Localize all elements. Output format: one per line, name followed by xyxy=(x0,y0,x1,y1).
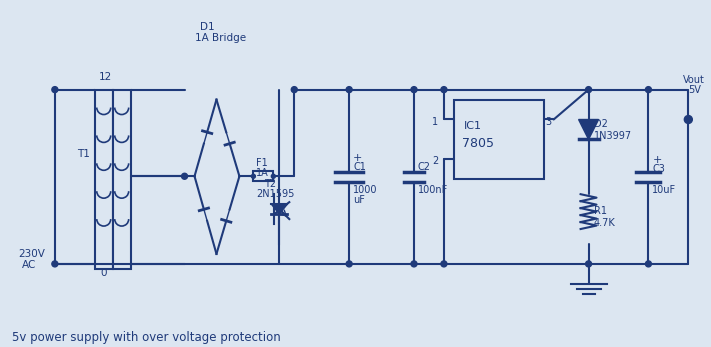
Text: 5V: 5V xyxy=(688,85,701,95)
Polygon shape xyxy=(579,119,599,139)
Circle shape xyxy=(411,87,417,93)
Circle shape xyxy=(586,87,592,93)
Circle shape xyxy=(646,87,651,93)
Circle shape xyxy=(346,261,352,267)
Bar xyxy=(95,90,113,269)
Circle shape xyxy=(441,87,447,93)
Circle shape xyxy=(181,173,188,179)
Polygon shape xyxy=(204,132,207,144)
Text: +: + xyxy=(353,153,363,163)
Circle shape xyxy=(684,116,693,124)
Circle shape xyxy=(292,87,297,93)
Polygon shape xyxy=(272,204,287,214)
Text: D1: D1 xyxy=(200,22,214,32)
Text: 230V: 230V xyxy=(18,249,45,259)
Text: F1: F1 xyxy=(257,158,268,168)
Text: 12: 12 xyxy=(99,72,112,82)
Circle shape xyxy=(441,261,447,267)
Text: 1N3997: 1N3997 xyxy=(594,132,631,142)
Circle shape xyxy=(411,261,417,267)
Text: C2: C2 xyxy=(418,162,431,172)
Circle shape xyxy=(272,174,275,178)
Polygon shape xyxy=(204,209,207,221)
Text: +: + xyxy=(653,155,662,165)
Circle shape xyxy=(252,174,255,178)
Text: 5v power supply with over voltage protection: 5v power supply with over voltage protec… xyxy=(12,331,281,344)
Text: 1: 1 xyxy=(432,117,438,127)
Circle shape xyxy=(646,261,651,267)
Bar xyxy=(113,90,131,269)
Text: T2: T2 xyxy=(264,179,277,189)
Text: 100nF: 100nF xyxy=(418,185,448,195)
Text: 7805: 7805 xyxy=(462,137,494,150)
Text: D2: D2 xyxy=(594,119,607,129)
Text: 1A Bridge: 1A Bridge xyxy=(195,33,246,43)
Text: IC1: IC1 xyxy=(464,121,482,132)
Text: C1: C1 xyxy=(353,162,366,172)
Bar xyxy=(454,100,544,179)
Text: Vout: Vout xyxy=(683,75,705,85)
Text: 4.7K: 4.7K xyxy=(594,218,615,228)
Polygon shape xyxy=(226,209,230,221)
Text: 1000: 1000 xyxy=(353,185,378,195)
Circle shape xyxy=(586,261,592,267)
Text: AC: AC xyxy=(22,260,36,270)
Text: 2N1595: 2N1595 xyxy=(257,189,295,199)
Circle shape xyxy=(346,87,352,93)
Text: R1: R1 xyxy=(594,206,606,216)
Text: 0: 0 xyxy=(101,268,107,278)
Circle shape xyxy=(52,87,58,93)
Text: T1: T1 xyxy=(77,149,90,159)
Text: uF: uF xyxy=(353,195,365,205)
Bar xyxy=(253,171,273,181)
Polygon shape xyxy=(226,132,230,144)
Text: 1A: 1A xyxy=(257,168,269,178)
Text: 2: 2 xyxy=(432,156,438,166)
Text: 10uF: 10uF xyxy=(653,185,677,195)
Text: C3: C3 xyxy=(653,164,665,174)
Circle shape xyxy=(52,261,58,267)
Text: 3: 3 xyxy=(545,117,552,127)
